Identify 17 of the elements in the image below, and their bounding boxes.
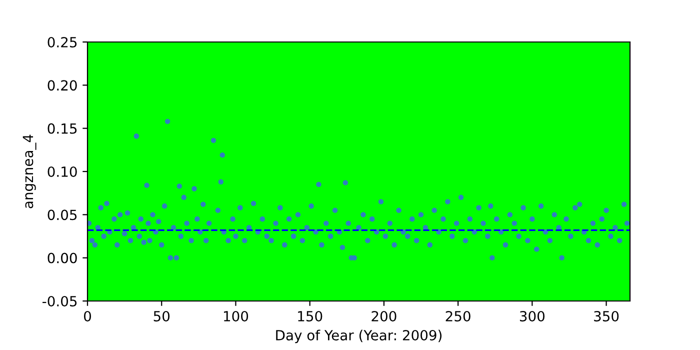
x-tick-label: 50 bbox=[154, 310, 170, 322]
y-tick-label: 0.25 bbox=[48, 36, 77, 48]
x-axis-title: Day of Year (Year: 2009) bbox=[276, 330, 442, 344]
y-axis-title: angznea_4 bbox=[22, 134, 36, 208]
x-tick-label: 200 bbox=[372, 310, 396, 322]
x-tick-label: 250 bbox=[446, 310, 470, 322]
y-tick-label: 0.05 bbox=[48, 210, 77, 220]
y-tick-label: -0.05 bbox=[42, 296, 77, 306]
y-tick-label: 0.10 bbox=[48, 166, 77, 177]
x-tick-label: 300 bbox=[520, 310, 545, 322]
y-tick-label: 0.15 bbox=[48, 123, 77, 134]
x-tick-label: 350 bbox=[594, 310, 619, 322]
x-tick-label: 100 bbox=[224, 310, 248, 322]
y-tick-label: 0.20 bbox=[48, 80, 77, 91]
x-tick-label: 0 bbox=[84, 310, 91, 322]
x-tick-label: 150 bbox=[298, 310, 322, 322]
y-tick-label: 0.00 bbox=[48, 252, 77, 264]
